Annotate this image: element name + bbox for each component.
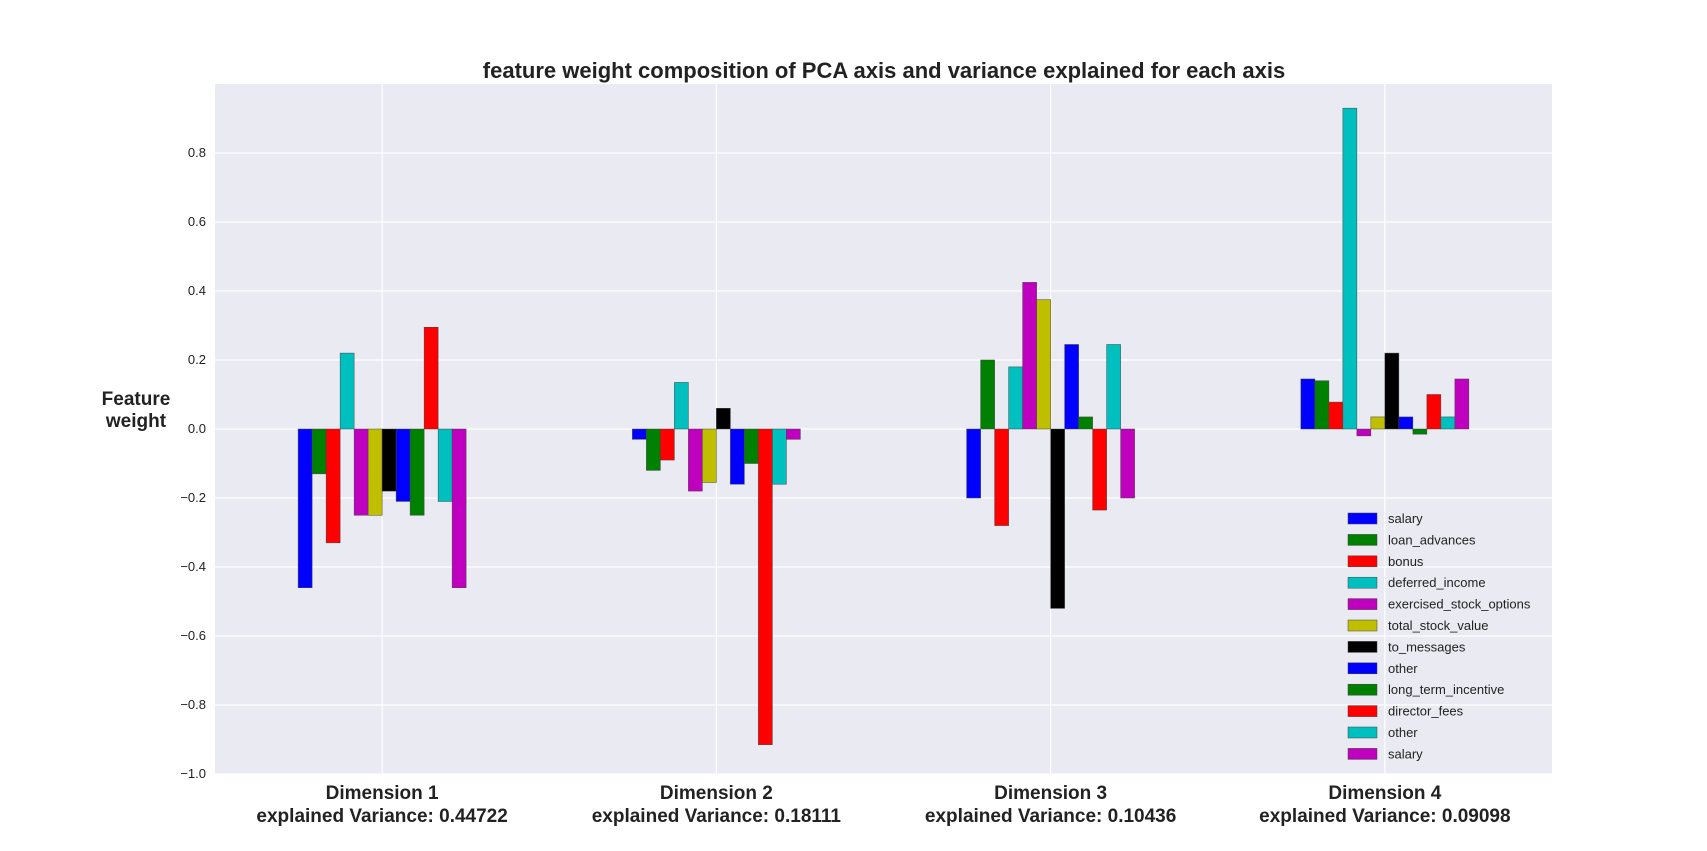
legend-swatch-loan_advances bbox=[1347, 534, 1378, 546]
x-category-label: Dimension 2 bbox=[660, 783, 773, 804]
bar-other-1 bbox=[437, 428, 453, 502]
x-category-variance-label: explained Variance: 0.44722 bbox=[256, 806, 507, 827]
x-category-label: Dimension 4 bbox=[1328, 783, 1441, 804]
bar-salary-2 bbox=[786, 428, 801, 440]
bar-other-4 bbox=[1440, 416, 1456, 430]
legend-label-bonus: bonus bbox=[1388, 554, 1424, 569]
legend-label-exercised_stock_options: exercised_stock_options bbox=[1388, 597, 1531, 612]
bar-deferred_income-4 bbox=[1342, 107, 1358, 430]
bar-long_term_incentive-4 bbox=[1412, 428, 1428, 435]
bar-other-2 bbox=[772, 428, 787, 485]
bar-total_stock_value-4 bbox=[1370, 416, 1386, 430]
x-category-variance-label: explained Variance: 0.18111 bbox=[592, 806, 842, 827]
legend-swatch-long_term_incentive bbox=[1347, 683, 1378, 696]
bar-salary-3 bbox=[966, 428, 981, 499]
y-tick-label: −0.6 bbox=[180, 628, 206, 643]
bar-bonus-2 bbox=[660, 428, 675, 461]
bar-salary-3 bbox=[1120, 428, 1135, 499]
legend-swatch-other bbox=[1347, 726, 1378, 739]
bar-other-4 bbox=[1398, 416, 1414, 430]
legend-swatch-salary bbox=[1347, 512, 1378, 525]
bar-loan_advances-4 bbox=[1314, 380, 1330, 430]
bar-to_messages-3 bbox=[1050, 428, 1065, 609]
y-tick-label: −0.2 bbox=[180, 490, 206, 505]
legend-label-loan_advances: loan_advances bbox=[1388, 532, 1476, 547]
y-tick-label: 0.4 bbox=[188, 283, 206, 298]
bar-bonus-1 bbox=[325, 428, 341, 544]
legend-swatch-salary bbox=[1347, 748, 1378, 760]
bar-long_term_incentive-1 bbox=[409, 428, 425, 516]
legend-swatch-exercised_stock_options bbox=[1347, 598, 1378, 610]
bar-other-1 bbox=[395, 428, 411, 502]
bar-loan_advances-3 bbox=[980, 359, 995, 430]
bar-exercised_stock_options-4 bbox=[1356, 428, 1372, 437]
legend-swatch-total_stock_value bbox=[1347, 619, 1378, 632]
y-tick-labels: −1.0 −0.8 −0.6 −0.4 −0.2 0.0 0.2 0.4 0.6 0.8 bbox=[180, 145, 206, 781]
bar-salary-4 bbox=[1300, 378, 1316, 430]
bar-total_stock_value-2 bbox=[702, 428, 717, 483]
x-category-label: Dimension 3 bbox=[994, 783, 1107, 804]
bar-exercised_stock_options-2 bbox=[688, 428, 703, 492]
y-tick-label: −0.4 bbox=[180, 559, 206, 574]
legend-swatch-to_messages bbox=[1347, 641, 1378, 653]
bar-salary-1 bbox=[297, 428, 313, 588]
legend-label-salary: salary bbox=[1388, 511, 1423, 526]
legend-label-total_stock_value: total_stock_value bbox=[1388, 618, 1488, 633]
legend-label-other: other bbox=[1388, 725, 1418, 740]
bar-deferred_income-3 bbox=[1008, 366, 1023, 430]
bar-total_stock_value-1 bbox=[367, 428, 383, 516]
bar-loan_advances-2 bbox=[646, 428, 661, 471]
y-tick-label: 0.2 bbox=[188, 352, 206, 367]
bar-deferred_income-1 bbox=[339, 352, 355, 430]
bar-salary-2 bbox=[632, 428, 647, 440]
y-tick-label: 0.6 bbox=[188, 214, 206, 229]
chart-title: feature weight composition of PCA axis a… bbox=[483, 58, 1285, 83]
y-tick-label: 0.8 bbox=[188, 145, 206, 160]
legend-label-director_fees: director_fees bbox=[1388, 704, 1464, 719]
legend-label-salary: salary bbox=[1388, 746, 1423, 761]
bars-group bbox=[297, 107, 1470, 745]
bar-director_fees-3 bbox=[1092, 428, 1107, 511]
bar-bonus-3 bbox=[994, 428, 1009, 526]
legend-label-long_term_incentive: long_term_incentive bbox=[1388, 682, 1504, 697]
bar-total_stock_value-3 bbox=[1036, 299, 1051, 430]
x-category-variance-label: explained Variance: 0.09098 bbox=[1259, 806, 1510, 827]
bar-exercised_stock_options-3 bbox=[1022, 282, 1037, 430]
legend-label-other: other bbox=[1388, 661, 1418, 676]
legend-label-to_messages: to_messages bbox=[1388, 639, 1466, 654]
bar-long_term_incentive-2 bbox=[744, 428, 759, 464]
bar-director_fees-4 bbox=[1426, 394, 1442, 430]
bar-other-3 bbox=[1064, 344, 1079, 430]
bar-exercised_stock_options-1 bbox=[353, 428, 369, 516]
x-category-variance-label: explained Variance: 0.10436 bbox=[925, 806, 1176, 827]
bar-to_messages-1 bbox=[381, 428, 397, 492]
legend-swatch-director_fees bbox=[1347, 705, 1378, 717]
bar-director_fees-2 bbox=[758, 428, 773, 745]
y-axis-label-line-2: weight bbox=[105, 411, 167, 432]
y-axis-label-line-1: Feature bbox=[102, 389, 171, 410]
legend-swatch-deferred_income bbox=[1347, 576, 1378, 589]
bar-salary-1 bbox=[451, 428, 467, 588]
bar-loan_advances-1 bbox=[311, 428, 327, 475]
bar-other-2 bbox=[730, 428, 745, 485]
bar-to_messages-4 bbox=[1384, 352, 1400, 430]
y-tick-label: 0.0 bbox=[188, 421, 206, 436]
bar-long_term_incentive-3 bbox=[1078, 416, 1093, 430]
bar-director_fees-1 bbox=[423, 326, 439, 430]
legend-label-deferred_income: deferred_income bbox=[1388, 575, 1486, 590]
bar-deferred_income-2 bbox=[674, 382, 689, 430]
legend-swatch-other bbox=[1347, 662, 1378, 675]
bar-salary-4 bbox=[1454, 378, 1470, 430]
bar-to_messages-2 bbox=[716, 408, 731, 430]
y-tick-label: −1.0 bbox=[180, 766, 206, 781]
bar-bonus-4 bbox=[1328, 401, 1344, 430]
x-category-label: Dimension 1 bbox=[326, 783, 439, 804]
legend-swatch-bonus bbox=[1347, 555, 1378, 568]
y-tick-label: −0.8 bbox=[180, 697, 206, 712]
bar-other-3 bbox=[1106, 344, 1121, 430]
